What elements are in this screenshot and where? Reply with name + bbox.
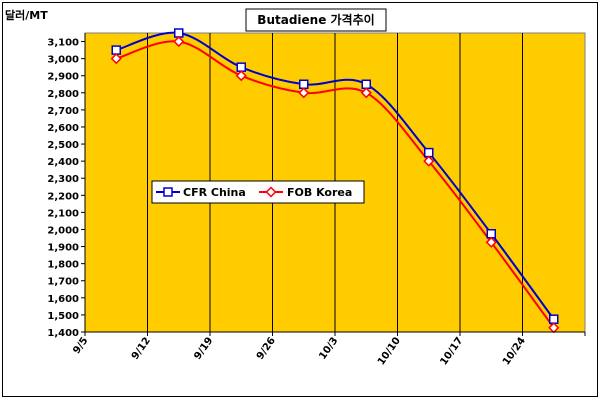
y-tick-label: 1,800 <box>47 260 79 271</box>
data-point-cfr-china <box>236 62 246 72</box>
x-tick-label: 10/17 <box>438 335 465 367</box>
y-tick-label: 3,000 <box>47 55 79 66</box>
x-tick-label: 9/12 <box>130 335 153 361</box>
legend: CFR China FOB Korea <box>151 180 365 204</box>
data-point-cfr-china <box>361 79 371 90</box>
x-tick-label: 10/24 <box>501 335 528 367</box>
chart-title: Butadiene 가격추이 <box>257 12 374 27</box>
y-tick-label: 2,900 <box>47 72 79 83</box>
chart-frame: 1,400 1,500 1,600 1,700 1,800 1,900 2,000 2,100… <box>2 2 598 397</box>
data-point-cfr-china <box>424 147 434 158</box>
data-point-fob-korea <box>485 236 497 248</box>
y-axis: 1,400 1,500 1,600 1,700 1,800 1,900 2,000 2,100… <box>47 33 86 339</box>
y-tick-label: 2,300 <box>47 174 79 185</box>
y-tick-label: 1,900 <box>47 243 79 254</box>
x-tick-label: 9/26 <box>255 335 278 361</box>
y-tick-label: 2,400 <box>47 157 79 168</box>
title-box <box>245 8 387 32</box>
data-point-fob-korea <box>235 70 247 82</box>
legend-box <box>151 180 365 204</box>
data-point-fob-korea <box>173 35 185 48</box>
y-tick-label: 2,000 <box>47 225 79 236</box>
y-tick-label: 1,600 <box>47 294 79 305</box>
y-tick-label: 3,100 <box>47 38 79 49</box>
x-tick-label: 10/10 <box>376 335 403 367</box>
data-point-cfr-china <box>486 229 496 239</box>
y-unit-label: 달러/MT <box>5 8 48 22</box>
y-tick-label: 1,400 <box>47 328 79 339</box>
data-point-fob-korea <box>360 87 372 99</box>
y-tick-label: 2,600 <box>47 123 79 134</box>
legend-marker-fob-korea <box>265 186 277 198</box>
y-tick-label: 1,500 <box>47 311 79 322</box>
y-tick-label: 2,500 <box>47 140 79 151</box>
data-point-fob-korea <box>423 155 435 167</box>
legend-label-cfr-china: CFR China <box>183 186 246 199</box>
data-point-fob-korea <box>110 53 122 65</box>
data-point-cfr-china <box>174 28 184 38</box>
x-axis: 9/5 9/12 9/19 9/26 10/3 10/10 10/17 10/24 <box>71 331 586 368</box>
data-point-cfr-china <box>549 314 559 324</box>
legend-label-fob-korea: FOB Korea <box>287 186 352 199</box>
butadiene-line-chart: 1,400 1,500 1,600 1,700 1,800 1,900 2,000 2,100… <box>5 8 586 368</box>
data-point-fob-korea <box>298 87 310 99</box>
y-tick-label: 2,100 <box>47 208 79 219</box>
y-tick-label: 1,700 <box>47 277 79 288</box>
legend-marker-cfr-china <box>163 187 173 197</box>
vertical-gridlines <box>147 33 523 332</box>
series-markers <box>110 28 560 334</box>
data-point-cfr-china <box>111 45 121 55</box>
data-point-cfr-china <box>299 79 309 90</box>
y-tick-label: 2,200 <box>47 191 79 202</box>
chart-title-box: Butadiene 가격추이 <box>245 8 387 32</box>
x-tick-label: 10/3 <box>317 335 340 361</box>
y-tick-label: 2,800 <box>47 89 79 100</box>
x-tick-label: 9/19 <box>192 335 215 361</box>
y-tick-label: 2,700 <box>47 106 79 117</box>
